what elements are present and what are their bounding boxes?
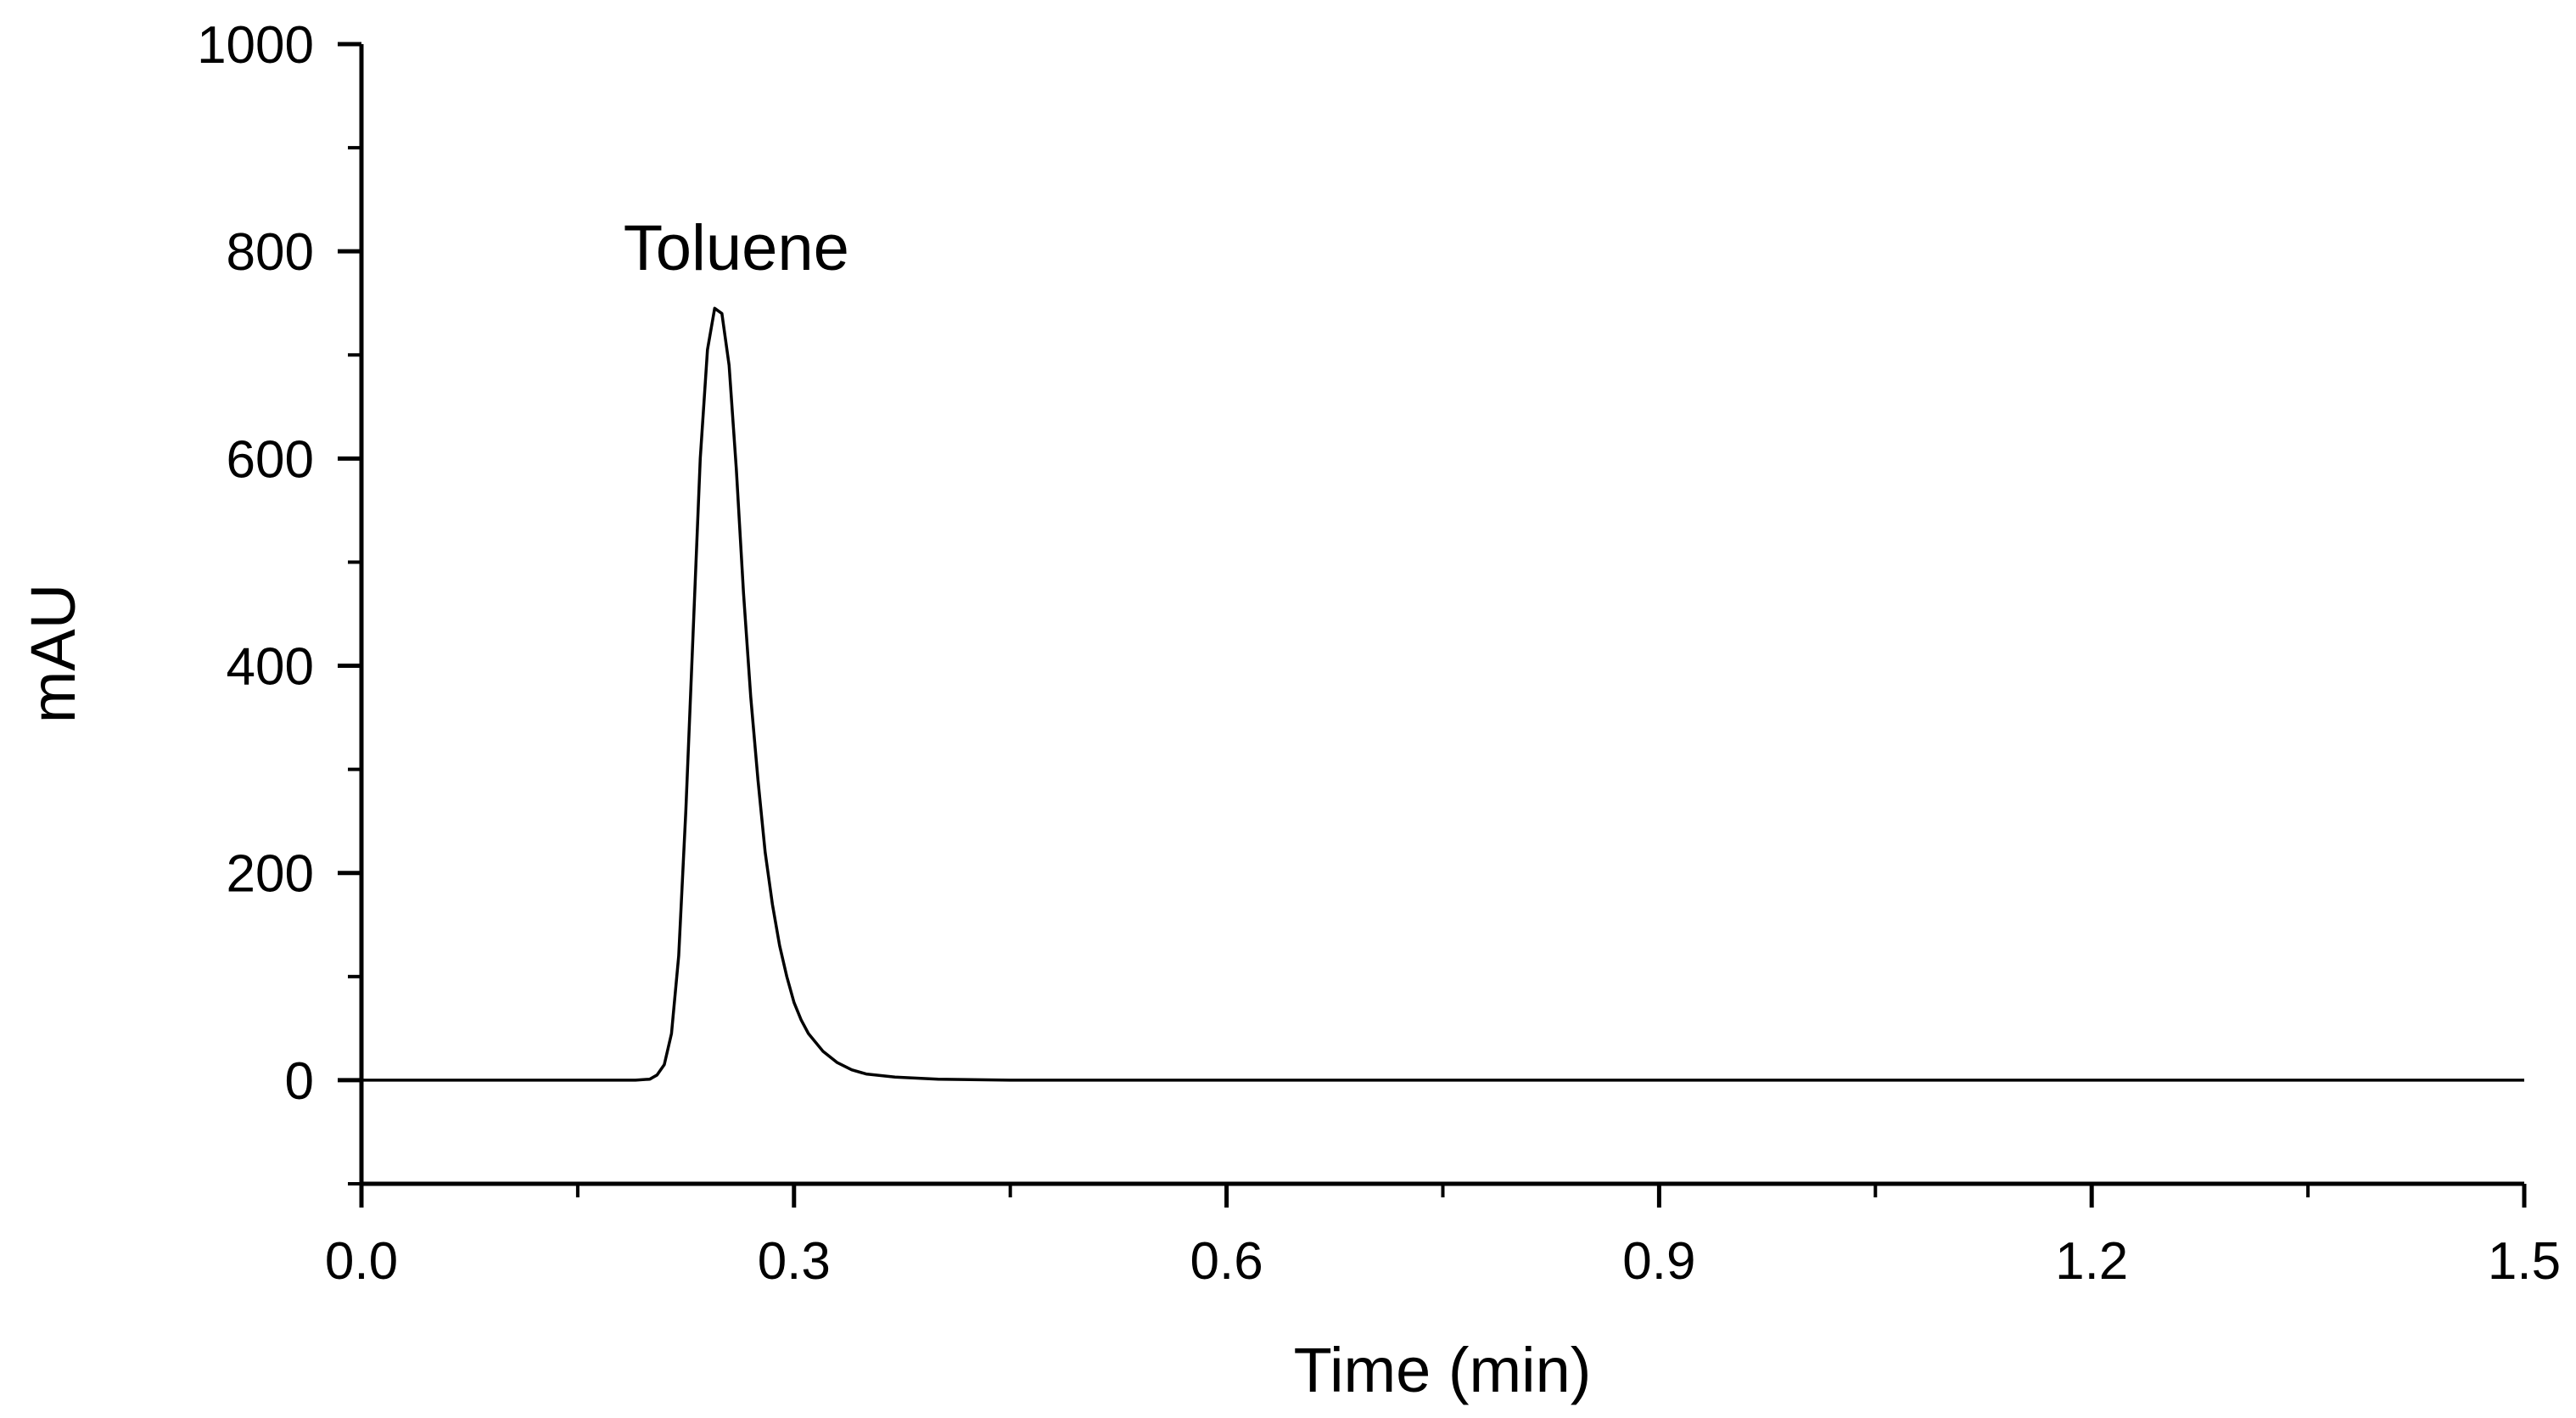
- y-tick-label: 200: [227, 845, 314, 904]
- x-tick-label: 1.2: [2055, 1232, 2128, 1291]
- peak-annotation-toluene: Toluene: [624, 212, 849, 284]
- x-tick-label: 0.0: [325, 1232, 398, 1291]
- y-tick-label: 400: [227, 638, 314, 697]
- x-axis-title: Time (min): [1294, 1335, 1592, 1405]
- x-tick-label: 0.6: [1190, 1232, 1263, 1291]
- x-tick-label: 0.9: [1622, 1232, 1695, 1291]
- x-tick-label: 0.3: [758, 1232, 831, 1291]
- y-tick-label: 0: [285, 1052, 314, 1111]
- x-tick-label: 1.5: [2488, 1232, 2561, 1291]
- tick-labels: 0.0 0.3 0.6 0.9 1.2 1.5 0 200 400 600 800 1000: [197, 16, 2561, 1291]
- y-axis-title: mAU: [18, 584, 88, 723]
- chromatogram-trace: [361, 306, 2524, 1082]
- y-tick-label: 600: [227, 430, 314, 489]
- ticks: [338, 42, 2527, 1208]
- y-tick-label: 1000: [197, 16, 314, 75]
- y-tick-label: 800: [227, 223, 314, 282]
